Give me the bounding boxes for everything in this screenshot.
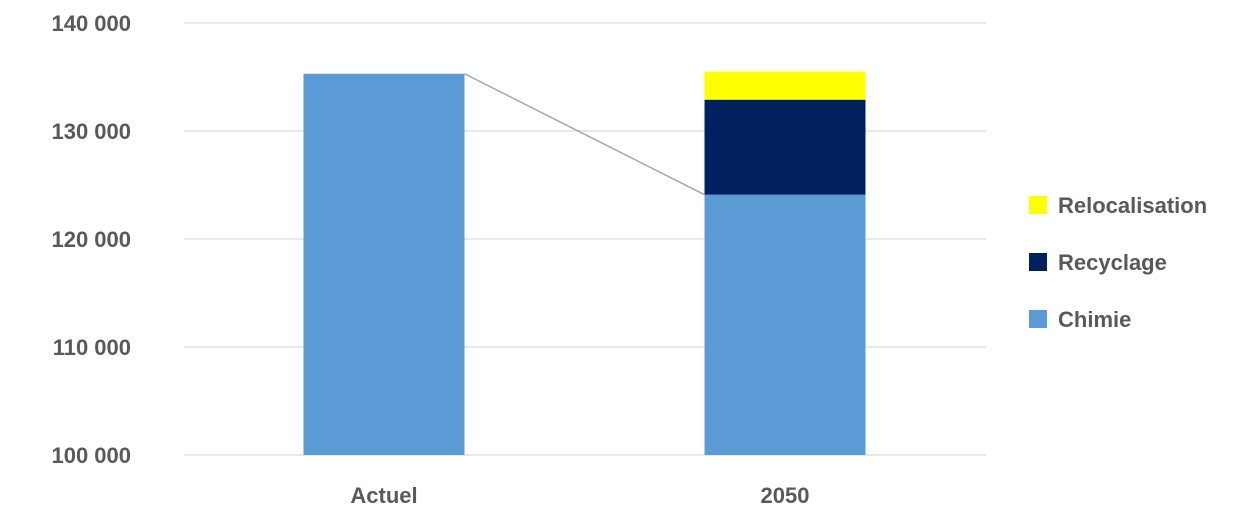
x-tick-label: Actuel — [350, 483, 417, 508]
y-tick-label: 100 000 — [51, 443, 131, 468]
legend: Relocalisation Recyclage Chimie — [1029, 193, 1207, 332]
series-connector-line — [464, 73, 705, 196]
y-tick-label: 130 000 — [51, 119, 131, 144]
y-tick-label: 120 000 — [51, 227, 131, 252]
y-axis-ticks: 100 000 110 000 120 000 130 000 140 000 — [51, 11, 131, 468]
legend-swatch-chimie — [1029, 310, 1047, 328]
x-axis-ticks: Actuel 2050 — [350, 483, 809, 508]
bar-segment-relocalisation — [704, 71, 866, 100]
y-tick-label: 110 000 — [53, 335, 131, 360]
bar-segment-chimie — [704, 194, 866, 455]
legend-label-relocalisation: Relocalisation — [1058, 193, 1207, 218]
bar-segment-recyclage — [704, 99, 866, 195]
bar-segment-chimie — [303, 73, 465, 455]
legend-swatch-relocalisation — [1029, 196, 1047, 214]
legend-label-chimie: Chimie — [1058, 307, 1131, 332]
bar-connectors — [464, 73, 705, 196]
legend-label-recyclage: Recyclage — [1058, 250, 1167, 275]
y-tick-label: 140 000 — [51, 11, 131, 36]
legend-swatch-recyclage — [1029, 253, 1047, 271]
x-tick-label: 2050 — [761, 483, 810, 508]
bars — [303, 71, 866, 455]
